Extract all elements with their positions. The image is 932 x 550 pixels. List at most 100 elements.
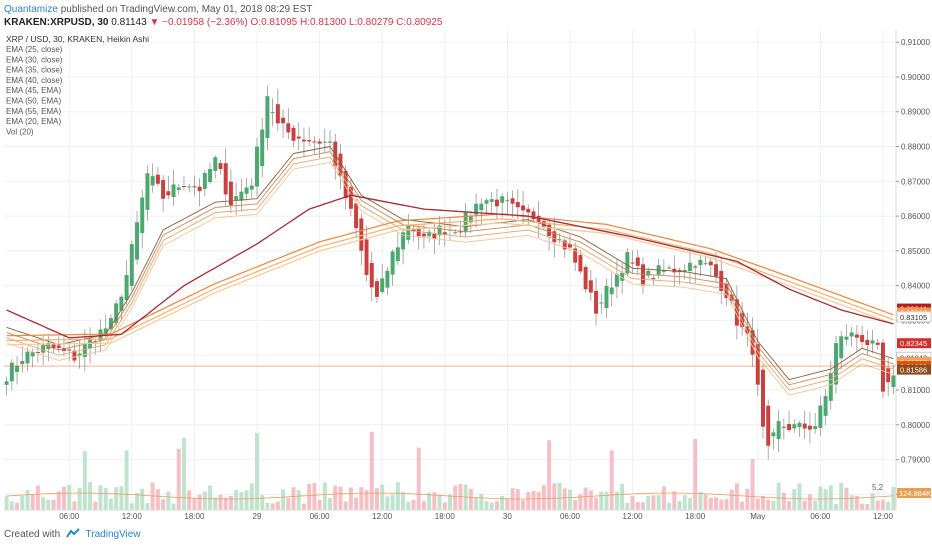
volume-bar: [708, 497, 713, 510]
volume-bar: [192, 498, 197, 510]
candle-body: [244, 187, 249, 194]
candle-body: [401, 232, 406, 250]
candlesticks: [4, 85, 896, 460]
candle-body: [479, 203, 484, 211]
volume-bar: [234, 490, 239, 510]
candle-body: [494, 199, 499, 207]
candle-body: [108, 318, 113, 329]
volume-bar: [421, 501, 426, 510]
volume-bar: [557, 482, 562, 510]
candle-body: [390, 251, 395, 275]
volume-bar: [505, 498, 510, 510]
volume-bar: [494, 501, 499, 510]
volume-bar: [35, 485, 40, 510]
candle-body: [583, 267, 588, 290]
volume-bar: [531, 490, 536, 510]
y-tick-label: 0.87000: [901, 177, 930, 186]
candle-body: [35, 352, 40, 354]
candle-body: [745, 326, 750, 334]
volume-bar: [255, 432, 259, 510]
volume-bar: [698, 491, 703, 510]
volume-bar: [166, 491, 171, 510]
volume-bar: [270, 503, 275, 510]
ema-line: [6, 194, 894, 339]
volume-bar: [322, 482, 327, 510]
price-chart[interactable]: 5.2 XRP / USD, 30, KRAKEN, Heikin AshiEM…: [0, 30, 932, 520]
volume-bar: [301, 503, 306, 510]
volume-bar: [724, 499, 729, 510]
candle-body: [427, 231, 432, 237]
candle-body: [620, 272, 625, 281]
volume-bar: [161, 499, 166, 510]
candle-body: [296, 136, 301, 139]
candle-body: [260, 129, 265, 167]
volume-bar: [265, 502, 270, 510]
candle-body: [521, 205, 526, 211]
volume-bar: [818, 486, 823, 510]
candle-body: [468, 216, 473, 223]
ema-line: [6, 213, 894, 337]
volume-bar: [249, 483, 254, 510]
volume-bar: [46, 499, 51, 510]
candle-body: [860, 335, 865, 343]
candle-body: [573, 248, 578, 263]
candle-body: [474, 203, 479, 215]
volume-bar: [515, 489, 520, 510]
ema-line: [6, 156, 894, 391]
candle-body: [25, 351, 30, 364]
volume-bar: [813, 500, 818, 510]
candle-body: [630, 262, 635, 264]
volume-tag: [897, 488, 931, 498]
candle-body: [834, 343, 838, 385]
volume-bar: [135, 492, 139, 510]
volume-bar: [703, 494, 708, 510]
candle-body: [500, 196, 505, 203]
candle-body: [275, 104, 280, 124]
candle-body: [437, 225, 442, 236]
tradingview-link[interactable]: TradingView: [85, 529, 141, 540]
volume-bar: [25, 490, 30, 510]
candle-body: [317, 141, 322, 144]
volume-bar: [223, 497, 228, 510]
created-with-text: Created with: [4, 529, 61, 540]
volume-bar: [218, 494, 223, 510]
publisher-name[interactable]: Quantamize: [4, 4, 58, 15]
y-tick-label: 0.86000: [901, 212, 930, 221]
candle-body: [661, 269, 666, 272]
candle-body: [432, 234, 437, 239]
candle-body: [761, 369, 765, 427]
candle-body: [192, 186, 197, 188]
volume-bar: [588, 490, 593, 510]
candle-body: [181, 185, 186, 187]
volume-bar: [411, 499, 416, 510]
volume-bar: [693, 438, 698, 510]
candle-body: [77, 353, 82, 356]
volume-bar: [484, 501, 489, 510]
volume-bar: [849, 495, 854, 510]
x-tick-label: 18:00: [184, 512, 205, 520]
volume-bar: [56, 491, 61, 510]
candle-body: [380, 278, 385, 293]
candle-body: [56, 345, 61, 349]
volume-bar: [500, 496, 505, 510]
volume-bar: [93, 501, 98, 510]
volume-bar: [281, 489, 286, 510]
time-axis[interactable]: 06:00 12:00 18:00 29 06:00 12:00 18:00 30 06:00 1…: [4, 509, 896, 520]
chart-grid: [4, 30, 896, 510]
volume-bar: [82, 451, 87, 510]
price-tag-label: 0.81586: [900, 366, 927, 375]
price-axis[interactable]: 0.91000 0.90000 0.89000 0.88000 0.87000 0.860…: [895, 30, 932, 520]
candle-body: [228, 181, 233, 206]
candle-body: [828, 372, 833, 401]
candle-body: [307, 139, 312, 142]
candle-body: [484, 200, 489, 204]
volume-bar: [145, 502, 150, 510]
candle-body: [667, 267, 672, 269]
candle-body: [719, 270, 724, 291]
candle-body: [547, 224, 552, 236]
candle-body: [505, 200, 510, 202]
volume-tag-label: 124.884K: [899, 489, 931, 498]
volume-ma-line: [6, 492, 894, 500]
volume-bar: [354, 497, 359, 510]
candle-body: [208, 168, 213, 183]
